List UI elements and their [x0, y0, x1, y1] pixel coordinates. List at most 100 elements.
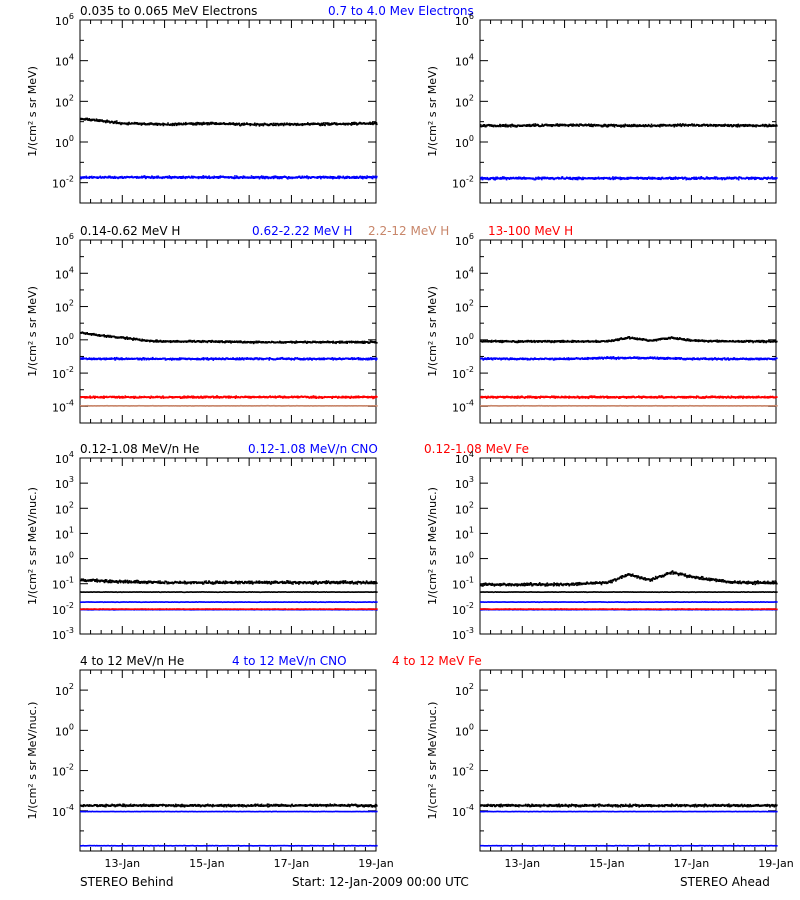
data-point [275, 124, 277, 127]
data-point [83, 118, 86, 120]
data-point [491, 124, 493, 126]
data-point [145, 177, 148, 179]
data-point [365, 176, 367, 179]
data-point [724, 123, 726, 126]
data-point [190, 123, 193, 125]
data-point [738, 124, 740, 127]
data-point [750, 178, 752, 180]
data-point [331, 341, 334, 343]
data-point [357, 357, 359, 359]
data-point [266, 177, 268, 179]
data-point [222, 123, 225, 125]
data-point [162, 395, 164, 397]
series-1 [80, 175, 378, 180]
data-point [251, 176, 254, 179]
data-point [233, 340, 236, 342]
data-point [335, 342, 337, 345]
data-point [157, 175, 160, 178]
data-point [695, 178, 697, 180]
data-point [320, 177, 322, 180]
data-point [650, 123, 653, 126]
data-point [759, 177, 761, 179]
data-point [338, 342, 341, 344]
data-point [228, 177, 230, 179]
data-point [132, 395, 135, 398]
data-point [115, 357, 118, 360]
data-point [502, 125, 504, 127]
data-point [505, 177, 507, 180]
data-point [769, 125, 771, 127]
data-point [354, 121, 356, 124]
data-point [319, 340, 321, 343]
legend-entry: 0.7 to 4.0 Mev Electrons [328, 4, 474, 18]
data-point [271, 176, 274, 179]
data-point [255, 175, 257, 178]
data-point [274, 123, 277, 125]
data-point [283, 122, 286, 125]
data-point [608, 176, 611, 179]
y-tick-label: 10-2 [52, 365, 74, 381]
data-point [333, 122, 335, 125]
data-point [607, 125, 610, 128]
data-point [352, 177, 355, 179]
data-point [215, 357, 218, 360]
legend-entry: 13-100 MeV H [488, 224, 573, 238]
data-point [623, 177, 625, 179]
data-point [768, 124, 770, 127]
data-point [196, 121, 199, 124]
data-point [204, 395, 207, 398]
data-point [276, 122, 279, 125]
data-point [543, 176, 545, 179]
data-point [258, 396, 260, 399]
data-point [534, 125, 536, 127]
data-point [776, 125, 778, 127]
data-point [113, 358, 116, 360]
data-point [107, 175, 110, 178]
data-point [202, 396, 205, 399]
data-point [197, 177, 200, 180]
data-point [295, 340, 298, 342]
data-point [557, 178, 560, 180]
data-point [354, 176, 356, 178]
data-point [295, 124, 298, 127]
data-point [296, 396, 299, 399]
data-point [181, 176, 183, 178]
data-point [568, 178, 571, 180]
data-point [351, 177, 353, 179]
data-point [319, 123, 321, 125]
data-point [103, 397, 105, 399]
data-point [626, 176, 629, 179]
data-point [737, 123, 740, 126]
data-point [624, 123, 626, 126]
data-point [124, 338, 127, 340]
data-point [109, 176, 112, 178]
data-point [125, 357, 128, 359]
data-point [197, 123, 199, 125]
data-point [593, 178, 596, 180]
data-point [701, 125, 703, 127]
data-point [329, 176, 332, 178]
data-point [255, 341, 258, 344]
data-point [640, 176, 642, 179]
data-point [279, 124, 281, 126]
data-point [680, 125, 683, 128]
data-point [219, 176, 221, 179]
data-point [143, 358, 146, 361]
data-point [742, 125, 745, 127]
data-point [331, 357, 334, 359]
data-point [201, 397, 203, 399]
data-point [589, 125, 592, 127]
data-point [635, 125, 638, 128]
data-point [335, 357, 337, 360]
data-point [249, 395, 252, 398]
data-point [101, 119, 103, 121]
data-point [138, 358, 140, 361]
data-point [319, 124, 322, 127]
data-point [291, 177, 293, 180]
data-point [692, 177, 695, 180]
data-point [558, 125, 560, 127]
data-point [740, 177, 742, 179]
data-point [334, 357, 336, 360]
data-point [200, 341, 203, 344]
data-point [771, 125, 774, 127]
